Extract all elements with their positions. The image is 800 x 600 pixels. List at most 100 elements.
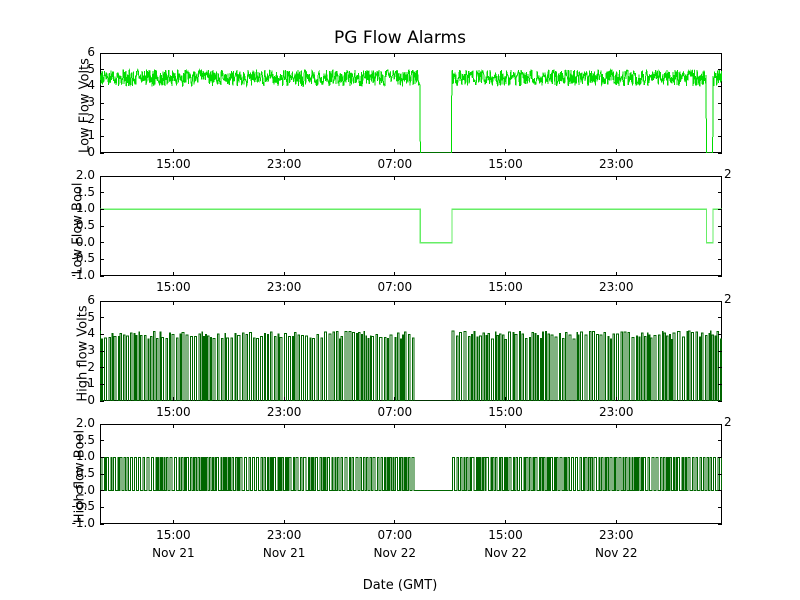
y-tick-mark-right <box>718 317 722 319</box>
x-tick-label-date: Nov 22 <box>594 546 638 560</box>
y-tick-label: 0 <box>87 393 95 407</box>
y-tick-mark <box>100 506 104 508</box>
y-tick-label: 1 <box>87 376 95 391</box>
y-tick-label: 2.0 <box>75 168 95 182</box>
x-tick-label: 07:00 <box>377 405 413 419</box>
y-tick-label: 0 <box>87 145 95 159</box>
x-tick-label-overflow: 2 <box>724 415 732 429</box>
chart-title: PG Flow Alarms <box>334 28 466 48</box>
y-tick-mark-right <box>718 400 722 402</box>
y-tick-mark <box>100 102 104 104</box>
y-tick-label: 1.0 <box>75 201 95 216</box>
y-tick-mark-right <box>718 119 722 121</box>
y-tick-label: 1.5 <box>75 432 95 447</box>
x-tick-mark-top <box>394 176 396 180</box>
y-tick-mark <box>100 119 104 121</box>
x-tick-mark-top <box>615 53 617 57</box>
x-tick-mark-top <box>615 176 617 180</box>
y-tick-label: 6 <box>87 45 95 59</box>
x-tick-mark-top <box>394 53 396 57</box>
x-tick-mark <box>505 520 507 524</box>
x-tick-label: 23:00 <box>266 280 302 294</box>
x-tick-label: 15:00 <box>488 528 523 542</box>
x-tick-mark <box>394 272 396 276</box>
y-tick-label: 0.0 <box>75 234 95 249</box>
y-tick-mark-right <box>718 490 722 492</box>
y-tick-mark <box>100 175 104 177</box>
y-tick-mark <box>100 69 104 71</box>
x-tick-mark-top <box>283 301 285 305</box>
x-tick-label: 07:00 <box>377 157 413 171</box>
y-tick-mark <box>100 208 104 210</box>
y-tick-mark <box>100 523 104 525</box>
y-tick-mark <box>100 367 104 369</box>
y-tick-label: 4 <box>87 326 95 341</box>
x-tick-mark <box>615 520 617 524</box>
y-tick-label: -0.5 <box>71 499 95 514</box>
x-tick-mark <box>394 149 396 153</box>
x-tick-mark-top <box>615 424 617 428</box>
x-tick-mark <box>283 520 285 524</box>
x-tick-label: 23:00 <box>598 405 634 419</box>
x-tick-label: 15:00 <box>488 157 523 171</box>
x-tick-label-date: Nov 21 <box>262 546 306 560</box>
y-tick-mark-right <box>718 440 722 442</box>
x-tick-mark <box>172 520 174 524</box>
y-tick-mark <box>100 258 104 260</box>
x-tick-mark <box>172 272 174 276</box>
y-tick-label: 1.5 <box>75 184 95 199</box>
y-tick-label: 1.0 <box>75 449 95 464</box>
y-tick-mark <box>100 225 104 227</box>
y-tick-mark <box>100 333 104 335</box>
x-tick-mark <box>505 149 507 153</box>
x-tick-mark <box>394 397 396 401</box>
y-tick-mark-right <box>718 333 722 335</box>
series-plot <box>100 208 722 244</box>
x-tick-label: 07:00 <box>377 280 413 294</box>
y-tick-mark <box>100 242 104 244</box>
x-tick-label: 15:00 <box>156 280 191 294</box>
y-tick-mark-right <box>718 258 722 260</box>
x-tick-mark-top <box>615 301 617 305</box>
y-tick-mark-right <box>718 152 722 154</box>
y-tick-label: 3 <box>87 343 95 357</box>
x-tick-label: 15:00 <box>156 157 191 171</box>
x-tick-label: 23:00 <box>266 405 302 419</box>
y-tick-mark-right <box>718 423 722 425</box>
x-tick-label: 15:00 <box>488 280 523 294</box>
y-tick-mark <box>100 275 104 277</box>
y-tick-mark-right <box>718 367 722 369</box>
x-tick-mark-top <box>172 53 174 57</box>
series-plot <box>100 330 722 401</box>
x-tick-label: 23:00 <box>266 528 302 542</box>
x-tick-mark <box>394 520 396 524</box>
x-tick-label-overflow: 2 <box>724 292 732 306</box>
y-tick-mark <box>100 52 104 54</box>
x-tick-mark <box>615 272 617 276</box>
y-tick-label: -1.0 <box>71 516 95 530</box>
y-tick-mark-right <box>718 85 722 87</box>
y-tick-mark-right <box>718 242 722 244</box>
y-tick-label: 1 <box>87 128 95 143</box>
x-tick-label: 15:00 <box>156 405 191 419</box>
y-tick-label: 2 <box>87 111 95 126</box>
y-tick-mark <box>100 85 104 87</box>
x-tick-mark <box>615 149 617 153</box>
y-tick-mark-right <box>718 135 722 137</box>
x-tick-mark-top <box>172 176 174 180</box>
y-tick-mark <box>100 317 104 319</box>
x-tick-mark-top <box>394 301 396 305</box>
x-tick-label: 23:00 <box>598 157 634 171</box>
y-tick-mark-right <box>718 225 722 227</box>
x-tick-label: 15:00 <box>488 405 523 419</box>
x-tick-label-date: Nov 22 <box>373 546 417 560</box>
panel-low-flow-volts <box>100 53 722 153</box>
x-tick-mark <box>505 272 507 276</box>
y-tick-mark-right <box>718 523 722 525</box>
x-tick-mark-top <box>172 424 174 428</box>
y-tick-label: 2.0 <box>75 416 95 430</box>
y-tick-mark <box>100 423 104 425</box>
x-tick-label-date: Nov 22 <box>484 546 527 560</box>
y-tick-mark <box>100 473 104 475</box>
